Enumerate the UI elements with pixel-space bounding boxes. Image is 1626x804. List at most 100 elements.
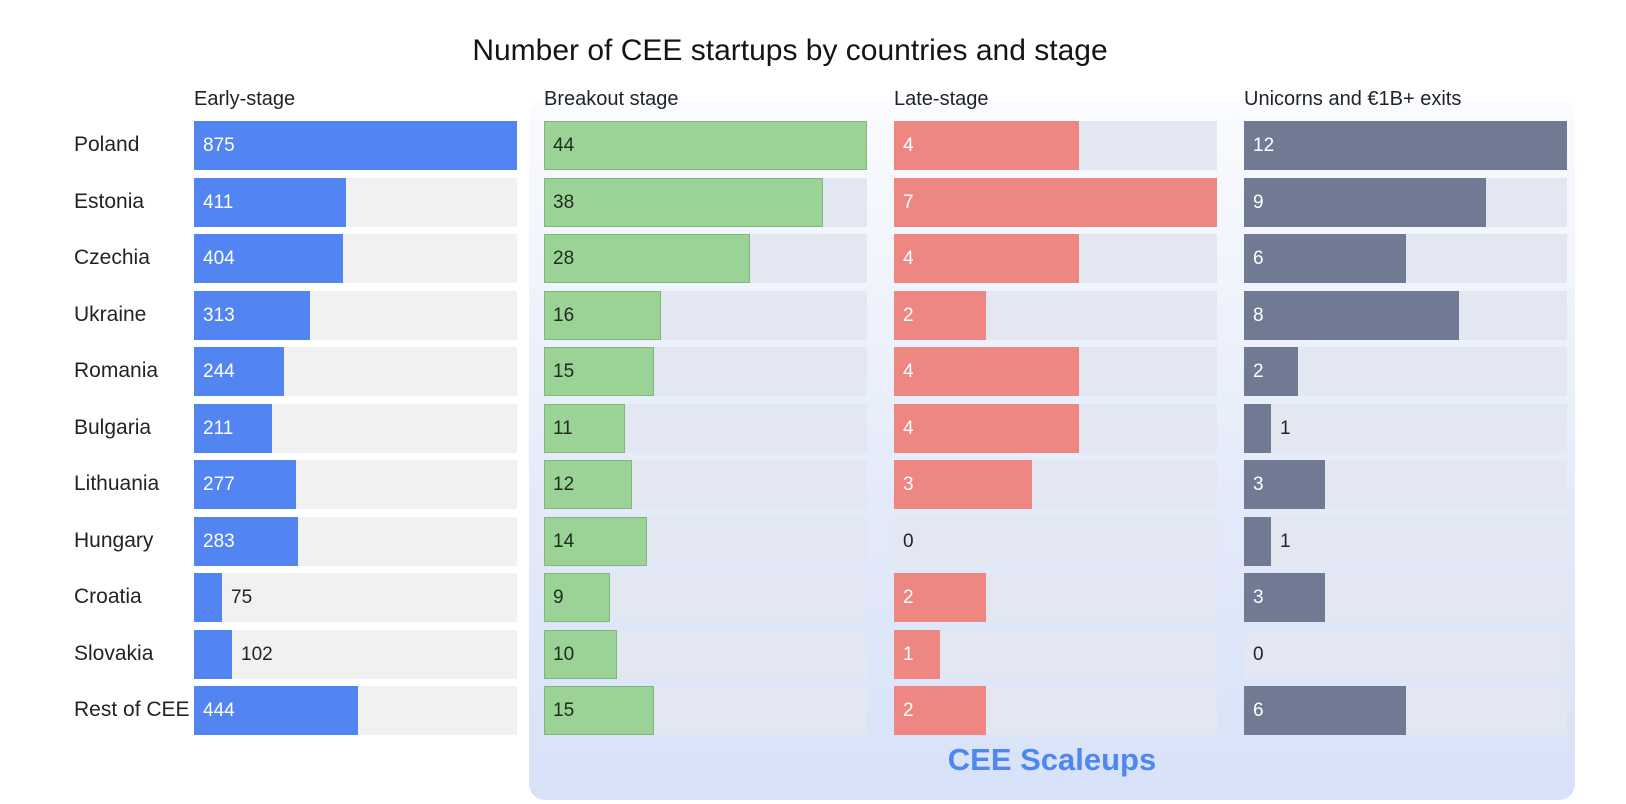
column-header: Breakout stage (544, 88, 679, 110)
value-label: 2 (1253, 361, 1264, 382)
data-bar (194, 573, 222, 622)
data-bar (1244, 347, 1298, 396)
data-bar (194, 516, 298, 566)
country-label: Bulgaria (74, 415, 152, 439)
value-label: 4 (903, 248, 914, 269)
value-label: 28 (553, 248, 575, 269)
value-label: 102 (241, 643, 273, 665)
value-label: 1 (903, 643, 914, 665)
data-bar (544, 516, 647, 566)
value-label: 75 (231, 587, 253, 608)
data-bar (194, 460, 296, 509)
bar-track (194, 629, 517, 679)
bar-track (894, 629, 1217, 679)
data-bar (544, 460, 632, 509)
value-label: 1 (1280, 417, 1291, 439)
value-label: 3 (903, 474, 914, 495)
data-bar (894, 290, 986, 340)
data-bar (544, 686, 654, 735)
value-label: 875 (203, 135, 235, 156)
data-bar (194, 347, 284, 396)
value-label: 8 (1253, 304, 1264, 326)
bar-track (1244, 516, 1567, 566)
country-label: Poland (74, 133, 140, 156)
data-bar (544, 177, 823, 227)
data-bar (194, 290, 310, 340)
data-bar (1244, 290, 1459, 340)
value-label: 3 (1253, 587, 1264, 608)
value-label: 211 (203, 417, 234, 439)
country-label: Croatia (74, 585, 142, 608)
value-label: 404 (203, 248, 235, 269)
value-label: 2 (903, 587, 914, 608)
value-label: 444 (203, 700, 235, 721)
value-label: 38 (553, 191, 575, 213)
country-label: Rest of CEE (74, 698, 190, 721)
value-label: 15 (553, 361, 575, 382)
data-bar (894, 686, 986, 735)
country-label: Estonia (74, 189, 145, 213)
country-label: Czechia (74, 246, 150, 269)
country-label: Hungary (74, 528, 154, 552)
data-bar (194, 686, 358, 735)
data-bar (544, 573, 610, 622)
bar-track (1244, 403, 1567, 453)
value-label: 0 (1253, 643, 1264, 665)
data-bar (544, 403, 625, 453)
data-bar (1244, 460, 1325, 509)
data-bar (1244, 686, 1406, 735)
bar-track (194, 573, 517, 622)
data-bar (894, 403, 1079, 453)
value-label: 9 (553, 587, 564, 608)
value-label: 10 (553, 643, 575, 665)
value-label: 244 (203, 361, 235, 382)
data-bar (194, 234, 343, 283)
data-bar (894, 121, 1079, 170)
value-label: 313 (203, 304, 235, 326)
value-label: 0 (903, 530, 914, 552)
data-bar (544, 121, 867, 170)
chart-title: Number of CEE startups by countries and … (472, 34, 1108, 67)
value-label: 11 (553, 417, 573, 439)
value-label: 44 (553, 135, 575, 156)
value-label: 4 (903, 361, 914, 382)
data-bar (1244, 177, 1486, 227)
value-label: 16 (553, 304, 575, 326)
value-label: 6 (1253, 700, 1264, 721)
data-bar (194, 121, 517, 170)
country-label: Romania (74, 359, 159, 382)
scaleups-label: CEE Scaleups (947, 742, 1157, 777)
data-bar (894, 629, 940, 679)
value-label: 3 (1253, 474, 1264, 495)
data-bar (894, 347, 1079, 396)
country-label: Ukraine (74, 302, 147, 326)
data-bar (544, 234, 750, 283)
value-label: 9 (1253, 191, 1264, 213)
data-bar (1244, 516, 1271, 566)
value-label: 1 (1280, 530, 1291, 552)
data-bar (194, 403, 272, 453)
value-label: 411 (203, 191, 234, 213)
value-label: 7 (903, 191, 914, 213)
data-bar (894, 177, 1217, 227)
column-header: Late-stage (894, 88, 989, 110)
column-header: Early-stage (194, 88, 296, 110)
value-label: 277 (203, 474, 235, 495)
value-label: 12 (553, 474, 575, 495)
bar-track (1244, 629, 1567, 679)
data-bar (894, 460, 1032, 509)
column-header: Unicorns and €1B+ exits (1244, 88, 1462, 110)
country-label: Lithuania (74, 472, 160, 495)
data-bar (1244, 121, 1567, 170)
bar-track (894, 516, 1217, 566)
value-label: 14 (553, 530, 575, 552)
value-label: 283 (203, 530, 235, 552)
value-label: 2 (903, 304, 914, 326)
value-label: 6 (1253, 248, 1264, 269)
data-bar (194, 629, 232, 679)
data-bar (1244, 403, 1271, 453)
value-label: 2 (903, 700, 914, 721)
value-label: 4 (903, 135, 914, 156)
data-bar (194, 177, 346, 227)
